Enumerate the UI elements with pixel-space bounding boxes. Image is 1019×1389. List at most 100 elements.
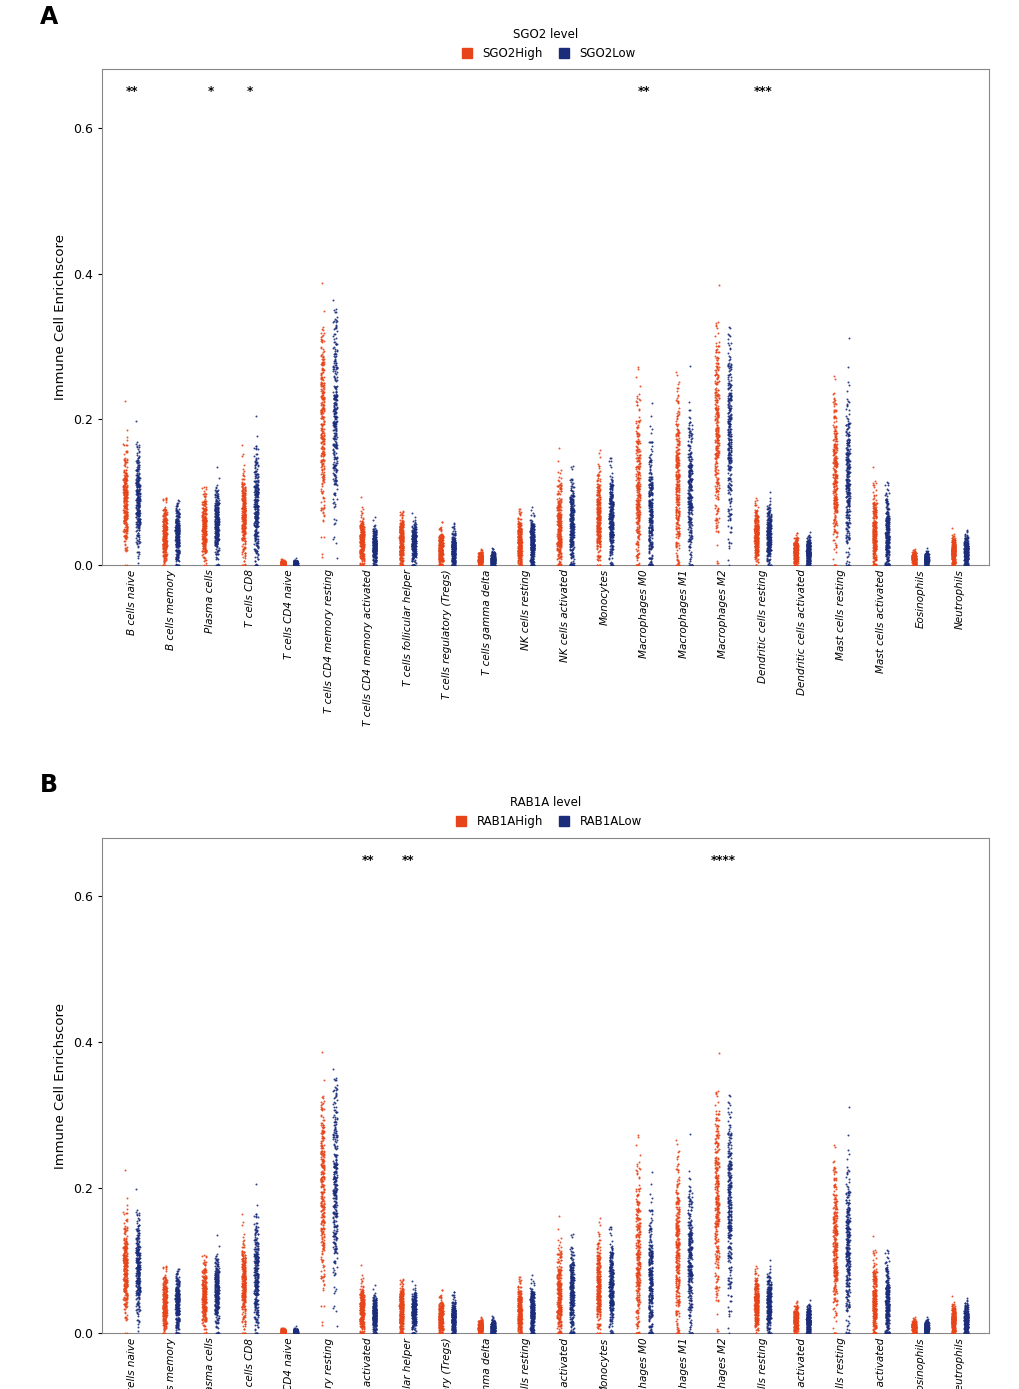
Point xyxy=(288,550,305,572)
Point xyxy=(525,540,541,563)
Point xyxy=(603,1236,620,1258)
Point xyxy=(564,1310,580,1332)
Point xyxy=(707,1081,723,1103)
Point xyxy=(589,1279,605,1301)
Point xyxy=(248,490,264,513)
Point xyxy=(562,499,579,521)
Point xyxy=(170,506,186,528)
Point xyxy=(720,476,737,499)
Point xyxy=(248,1250,264,1272)
Point xyxy=(867,1285,883,1307)
Point xyxy=(406,519,422,542)
Point xyxy=(328,1101,344,1124)
Point xyxy=(443,1301,460,1324)
Point xyxy=(604,1279,621,1301)
Point xyxy=(642,538,658,560)
Point xyxy=(918,1306,934,1328)
Point xyxy=(209,1307,225,1329)
Point xyxy=(562,524,579,546)
Point xyxy=(787,549,803,571)
Point xyxy=(155,1301,171,1324)
Point xyxy=(247,465,263,488)
Point xyxy=(787,539,803,561)
Point xyxy=(760,519,776,542)
Point xyxy=(274,553,290,575)
Point xyxy=(838,446,854,468)
Point xyxy=(906,1322,922,1345)
Point xyxy=(325,350,341,372)
Point xyxy=(588,494,604,517)
Point xyxy=(326,1163,342,1185)
Point xyxy=(864,494,880,517)
Point xyxy=(643,506,659,528)
Point xyxy=(838,1245,854,1267)
Point xyxy=(603,1283,620,1306)
Point xyxy=(315,379,331,401)
Point xyxy=(957,543,973,565)
Point xyxy=(431,1306,447,1328)
Point xyxy=(668,1132,685,1154)
Y-axis label: Immune Cell Enrichscore: Immune Cell Enrichscore xyxy=(54,1003,67,1168)
Point xyxy=(839,504,855,526)
Point xyxy=(839,1282,855,1304)
Point xyxy=(590,547,606,569)
Point xyxy=(682,1238,698,1260)
Point xyxy=(800,1310,816,1332)
Point xyxy=(237,1271,254,1293)
Point xyxy=(683,526,699,549)
Point xyxy=(157,1285,173,1307)
Point xyxy=(839,1288,855,1310)
Point xyxy=(706,1153,722,1175)
Point xyxy=(273,553,289,575)
Point xyxy=(826,1206,843,1228)
Point xyxy=(432,547,448,569)
Point xyxy=(707,507,723,529)
Point xyxy=(247,1260,263,1282)
Point xyxy=(443,535,460,557)
Point xyxy=(485,1320,501,1342)
Point xyxy=(525,1300,541,1322)
Point xyxy=(197,1297,213,1320)
Point xyxy=(198,499,214,521)
Point xyxy=(683,1236,699,1258)
Point xyxy=(473,546,489,568)
Point xyxy=(669,1222,686,1245)
Point xyxy=(511,549,527,571)
Point xyxy=(315,1117,331,1139)
Point xyxy=(446,1293,463,1315)
Point xyxy=(706,1265,722,1288)
Point xyxy=(878,547,895,569)
Point xyxy=(445,543,462,565)
Point xyxy=(946,1317,962,1339)
Point xyxy=(761,1303,777,1325)
Point xyxy=(958,540,974,563)
Point xyxy=(156,515,172,538)
Point xyxy=(944,1311,960,1333)
Point xyxy=(721,356,738,378)
Point xyxy=(956,1318,972,1340)
Point xyxy=(906,547,922,569)
Point xyxy=(551,1306,568,1328)
Point xyxy=(472,550,488,572)
Point xyxy=(249,451,265,474)
Point xyxy=(550,493,567,515)
Point xyxy=(760,1279,776,1301)
Point xyxy=(366,1301,382,1324)
Point xyxy=(473,1321,489,1343)
Point xyxy=(629,533,645,556)
Point xyxy=(759,533,775,556)
Point xyxy=(719,504,736,526)
Point xyxy=(407,543,423,565)
Point xyxy=(168,1307,184,1329)
Point xyxy=(800,1310,816,1332)
Point xyxy=(513,1295,529,1317)
Point xyxy=(824,1279,841,1301)
Point xyxy=(354,1307,370,1329)
Point xyxy=(234,1314,251,1336)
Point xyxy=(719,432,736,454)
Point xyxy=(719,436,736,458)
Point xyxy=(484,1313,500,1335)
Point xyxy=(365,518,381,540)
Point xyxy=(682,1264,698,1286)
Point xyxy=(208,518,224,540)
